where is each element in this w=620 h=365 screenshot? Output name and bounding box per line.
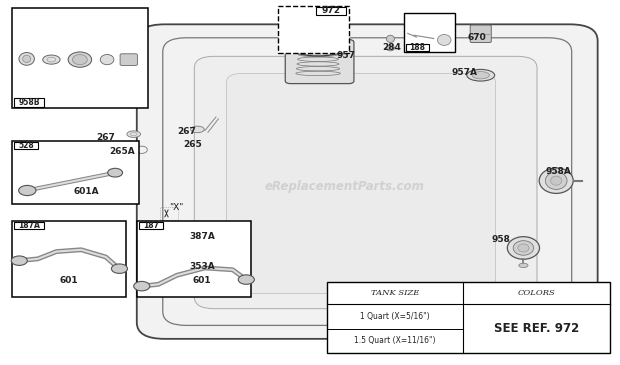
- Ellipse shape: [539, 168, 574, 193]
- Text: 958A: 958A: [545, 167, 571, 176]
- FancyBboxPatch shape: [137, 24, 598, 339]
- Ellipse shape: [507, 237, 539, 259]
- Ellipse shape: [438, 35, 451, 45]
- Text: TANK SIZE: TANK SIZE: [371, 289, 419, 297]
- Bar: [137, 221, 251, 297]
- Text: 601: 601: [60, 276, 78, 285]
- Ellipse shape: [290, 39, 346, 56]
- Text: 957: 957: [337, 51, 356, 61]
- Bar: [14, 222, 44, 229]
- Ellipse shape: [546, 172, 567, 189]
- Bar: [12, 221, 126, 297]
- Text: 267: 267: [97, 132, 115, 142]
- Text: 187A: 187A: [18, 221, 40, 230]
- Text: 958B: 958B: [19, 98, 40, 107]
- Circle shape: [112, 264, 128, 273]
- Circle shape: [108, 168, 123, 177]
- Ellipse shape: [19, 53, 34, 65]
- Text: 958: 958: [491, 235, 510, 245]
- Text: 187: 187: [143, 221, 159, 230]
- Text: 1.5 Quart (X=11/16"): 1.5 Quart (X=11/16"): [354, 337, 435, 346]
- Bar: [327, 283, 610, 353]
- Circle shape: [19, 185, 36, 196]
- Ellipse shape: [190, 126, 204, 133]
- Text: 265A: 265A: [109, 147, 135, 156]
- Ellipse shape: [127, 131, 141, 137]
- FancyBboxPatch shape: [194, 56, 537, 309]
- Ellipse shape: [23, 55, 31, 62]
- Ellipse shape: [299, 41, 337, 53]
- Circle shape: [168, 256, 192, 270]
- Text: 601A: 601A: [74, 187, 99, 196]
- Text: 528: 528: [18, 141, 34, 150]
- Ellipse shape: [518, 244, 529, 252]
- Ellipse shape: [513, 241, 534, 255]
- Bar: [12, 8, 148, 108]
- FancyBboxPatch shape: [163, 38, 572, 326]
- Ellipse shape: [73, 54, 87, 65]
- Text: 957A: 957A: [451, 68, 477, 77]
- Text: 353A: 353A: [189, 262, 215, 270]
- FancyBboxPatch shape: [120, 54, 138, 65]
- Bar: [14, 142, 38, 149]
- Ellipse shape: [43, 55, 60, 64]
- FancyBboxPatch shape: [226, 73, 495, 293]
- Ellipse shape: [472, 72, 489, 79]
- Bar: [404, 14, 454, 51]
- Bar: [406, 43, 430, 51]
- Circle shape: [238, 275, 254, 284]
- Text: 670: 670: [467, 32, 487, 42]
- Text: eReplacementParts.com: eReplacementParts.com: [264, 180, 424, 193]
- Ellipse shape: [100, 54, 114, 65]
- FancyBboxPatch shape: [470, 25, 491, 42]
- Ellipse shape: [386, 35, 394, 42]
- Bar: [140, 222, 163, 229]
- FancyBboxPatch shape: [285, 39, 354, 84]
- Text: 601: 601: [192, 276, 211, 285]
- Text: 265: 265: [183, 140, 202, 149]
- Text: "X": "X": [169, 203, 184, 212]
- Ellipse shape: [386, 45, 394, 51]
- Bar: [316, 7, 346, 15]
- Bar: [161, 207, 177, 220]
- Ellipse shape: [467, 69, 495, 81]
- Ellipse shape: [172, 268, 188, 273]
- Text: 1 Quart (X=5/16"): 1 Quart (X=5/16"): [360, 312, 430, 321]
- Text: 972: 972: [322, 6, 340, 15]
- Text: 188: 188: [410, 43, 426, 52]
- Text: 267: 267: [177, 127, 196, 136]
- Ellipse shape: [551, 176, 562, 185]
- Circle shape: [172, 259, 187, 268]
- Ellipse shape: [68, 52, 92, 67]
- Circle shape: [170, 226, 197, 241]
- Text: 387A: 387A: [189, 232, 215, 241]
- Text: SEE REF. 972: SEE REF. 972: [494, 322, 579, 335]
- Circle shape: [11, 256, 27, 265]
- Circle shape: [134, 281, 150, 291]
- Circle shape: [175, 229, 191, 238]
- Text: COLORS: COLORS: [518, 289, 556, 297]
- Bar: [14, 98, 44, 107]
- Bar: [278, 6, 349, 53]
- Bar: [12, 141, 139, 204]
- Ellipse shape: [519, 263, 528, 268]
- Text: 284: 284: [383, 43, 401, 52]
